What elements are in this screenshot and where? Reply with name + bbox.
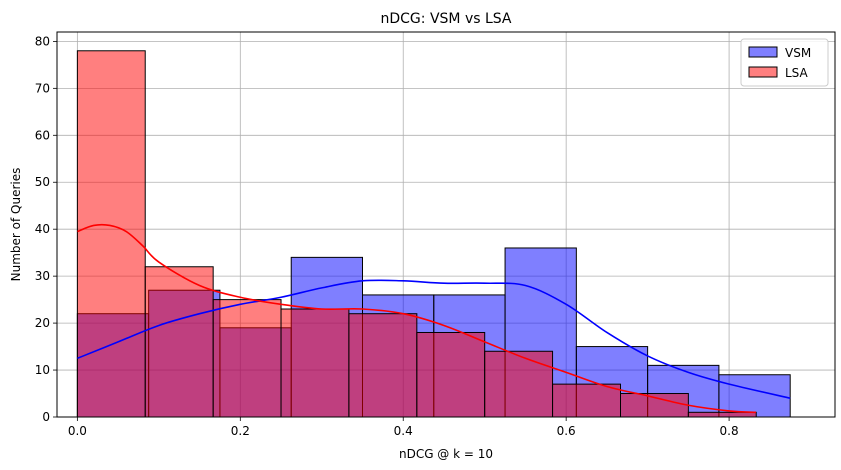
legend: VSM LSA [740, 38, 829, 87]
x-axis-label: nDCG @ k = 10 [399, 447, 493, 461]
bar-lsa [552, 383, 622, 418]
legend-swatch-lsa [748, 66, 778, 78]
kde-line-lsa [77, 223, 757, 414]
x-tick-label: 0.8 [720, 424, 739, 438]
kde-line-vsm [77, 279, 791, 399]
x-tick-label: 0.6 [557, 424, 576, 438]
y-tick-label: 70 [35, 81, 50, 95]
legend-label-vsm: VSM [785, 46, 811, 60]
y-tick-label: 30 [35, 269, 50, 283]
bars-layer [76, 50, 791, 418]
bar-lsa [484, 350, 554, 418]
y-tick-label: 60 [35, 128, 50, 142]
y-tick-label: 20 [35, 316, 50, 330]
bar-lsa [348, 313, 418, 418]
plot-frame [56, 31, 836, 418]
bar-lsa [416, 331, 486, 418]
kde-layer [77, 223, 791, 414]
legend-label-lsa: LSA [785, 66, 809, 80]
bar-lsa [76, 50, 146, 418]
legend-swatch-vsm [748, 46, 778, 58]
bar-lsa [280, 308, 350, 418]
y-axis-label: Number of Queries [9, 168, 23, 282]
bar-lsa [212, 299, 282, 418]
x-tick-label: 0.0 [68, 424, 87, 438]
y-tick-label: 40 [35, 222, 50, 236]
bar-lsa [144, 266, 214, 418]
y-tick-label: 80 [35, 34, 50, 48]
x-tick-label: 0.2 [231, 424, 250, 438]
y-tick-label: 10 [35, 363, 50, 377]
chart-title: nDCG: VSM vs LSA [381, 11, 512, 27]
x-tick-label: 0.4 [394, 424, 413, 438]
y-tick-label: 0 [42, 410, 50, 424]
y-tick-label: 50 [35, 175, 50, 189]
ticks-layer: 0.0 0.2 0.4 0.6 0.8 0 10 20 30 40 50 60 70 80 [35, 34, 739, 438]
bar-lsa [687, 411, 757, 418]
